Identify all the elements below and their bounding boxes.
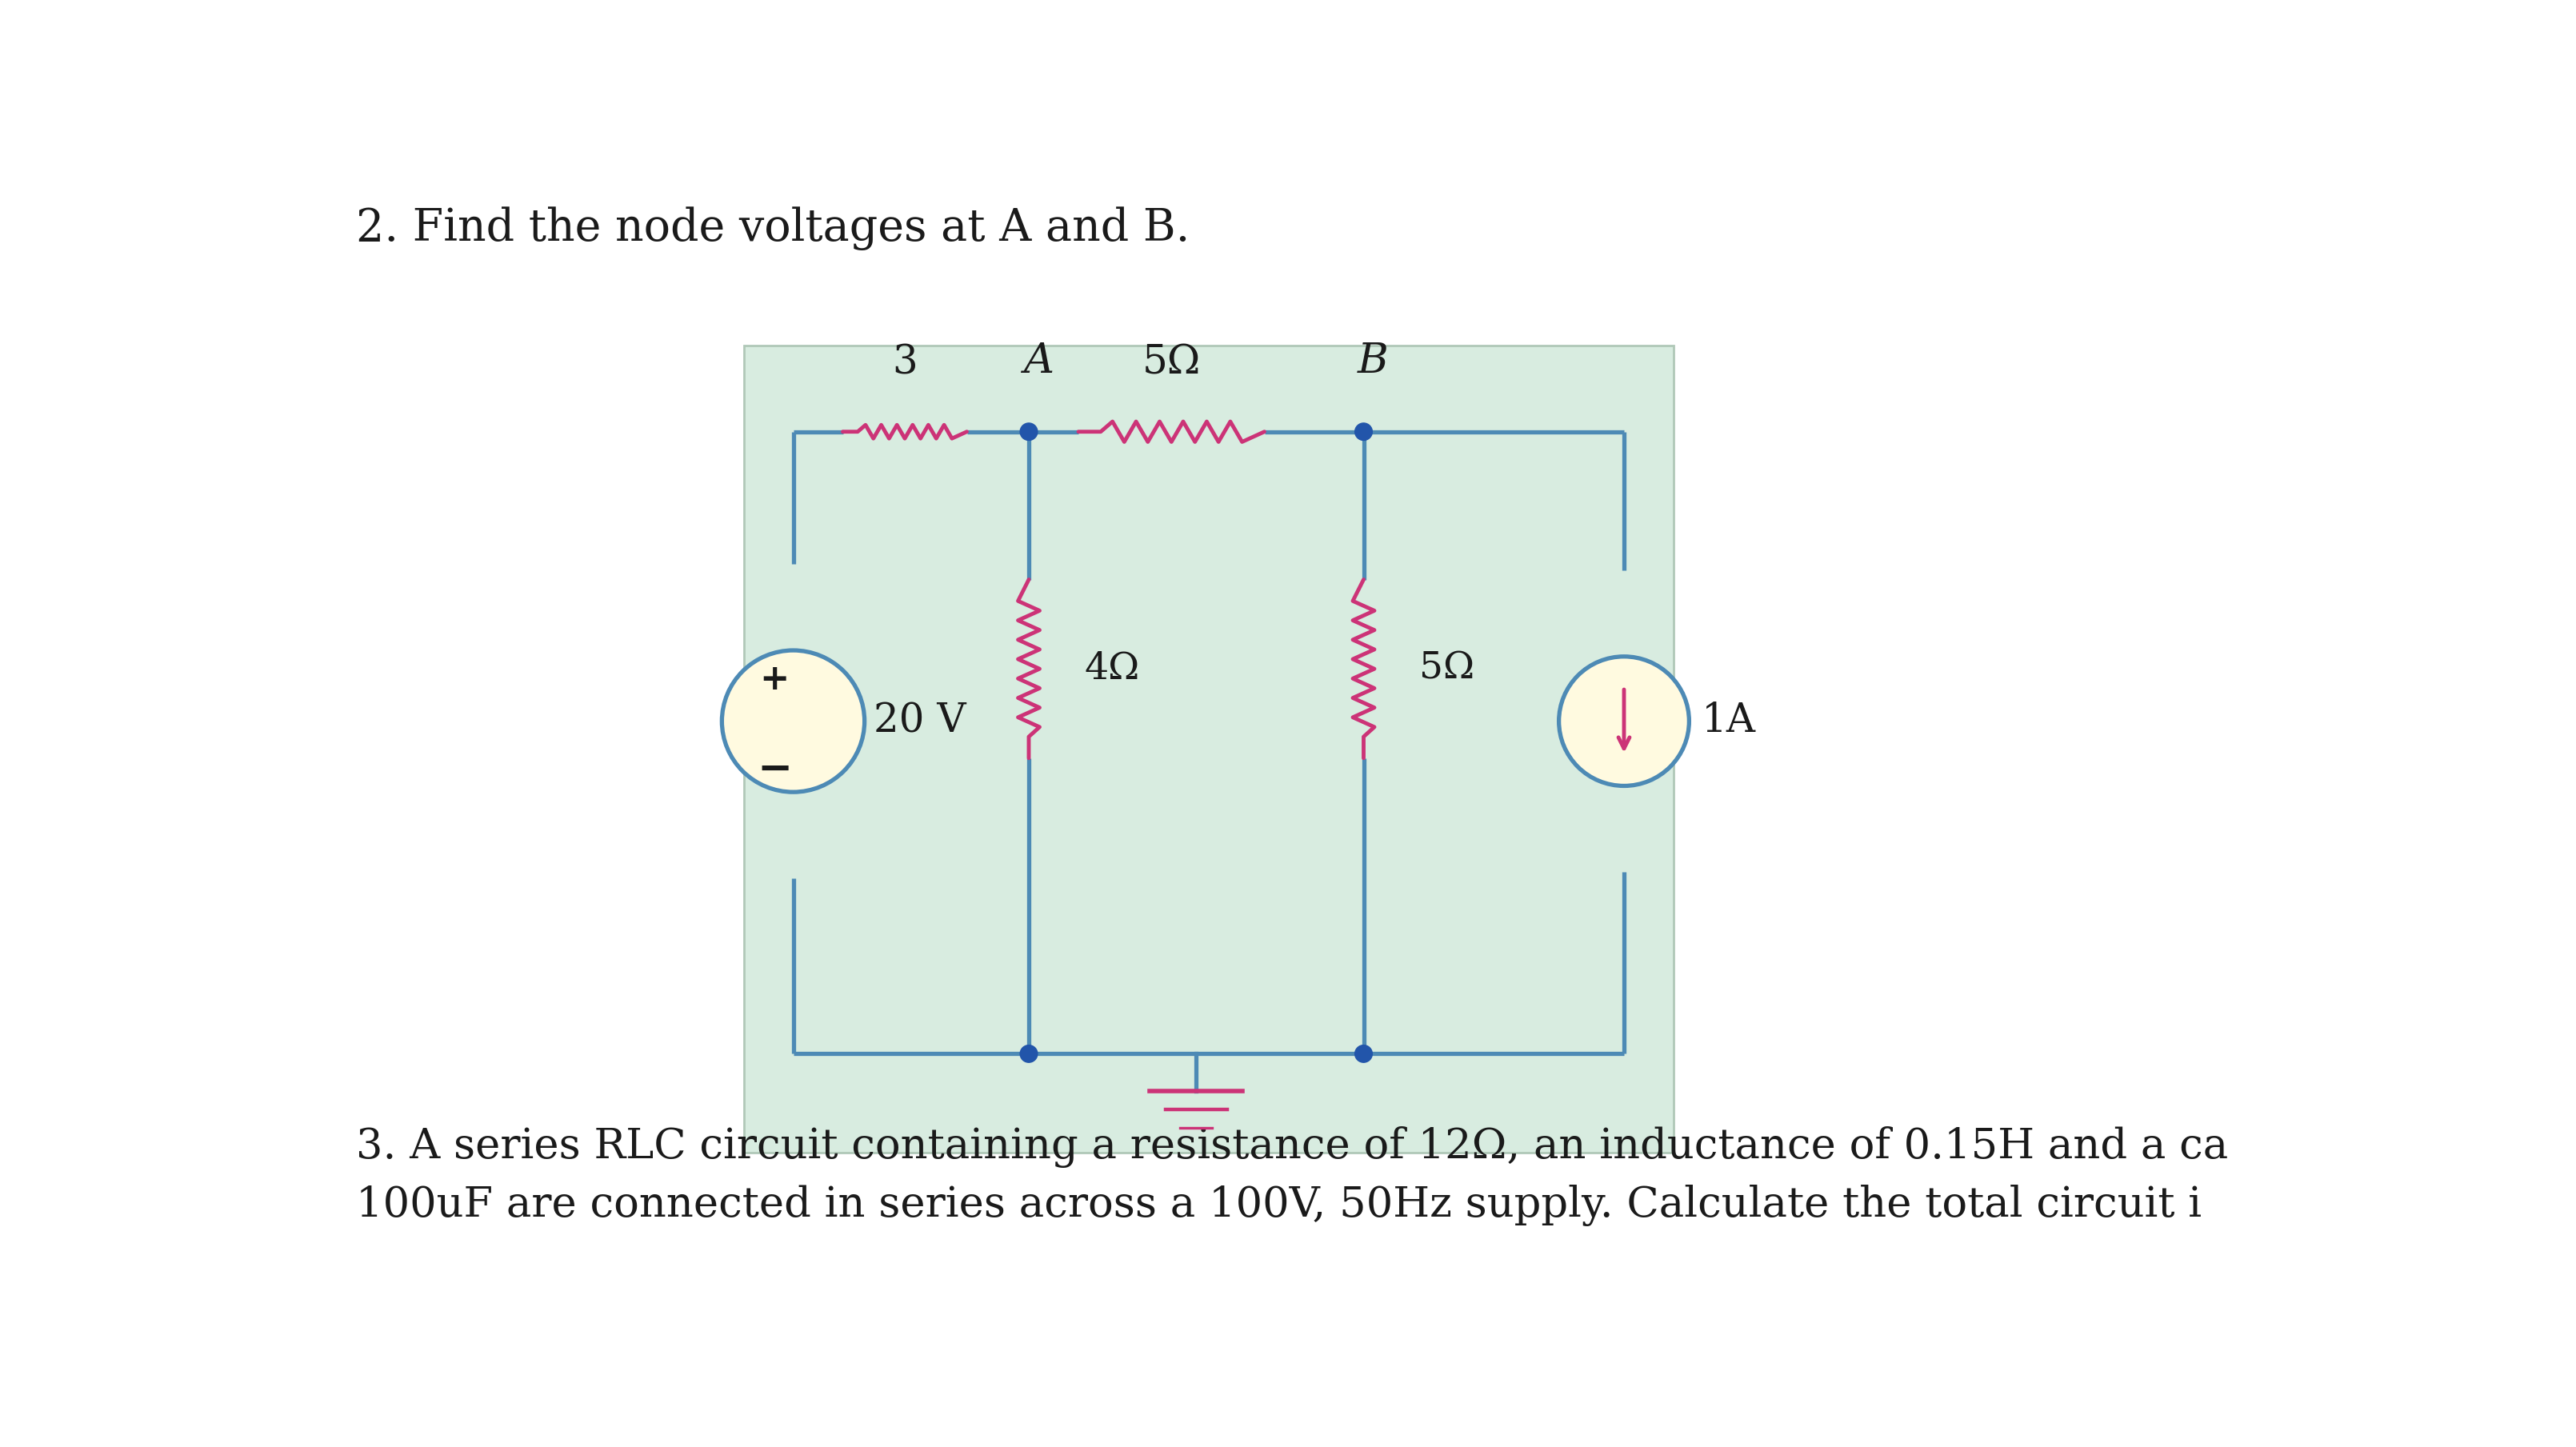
Text: +: +: [760, 663, 791, 696]
Circle shape: [1020, 1045, 1038, 1062]
Text: −: −: [757, 748, 793, 790]
Circle shape: [1355, 1045, 1373, 1062]
Text: 5Ω: 5Ω: [1419, 651, 1473, 687]
Circle shape: [721, 650, 866, 792]
Bar: [744, 346, 1674, 1152]
Text: A: A: [1023, 340, 1054, 381]
Circle shape: [1558, 657, 1690, 786]
Text: 3. A series RLC circuit containing a resistance of 12Ω, an inductance of 0.15H a: 3. A series RLC circuit containing a res…: [355, 1126, 2228, 1168]
Text: B: B: [1358, 340, 1388, 381]
Text: 20 V: 20 V: [873, 702, 966, 741]
Text: 5Ω: 5Ω: [1141, 343, 1200, 382]
Text: 4Ω: 4Ω: [1084, 651, 1141, 687]
Text: 2. Find the node voltages at A and B.: 2. Find the node voltages at A and B.: [355, 207, 1190, 250]
Circle shape: [1020, 423, 1038, 440]
Text: 100uF are connected in series across a 100V, 50Hz supply. Calculate the total ci: 100uF are connected in series across a 1…: [355, 1185, 2202, 1226]
Text: 1A: 1A: [1703, 702, 1757, 741]
Text: 3: 3: [891, 343, 917, 382]
Circle shape: [1355, 423, 1373, 440]
